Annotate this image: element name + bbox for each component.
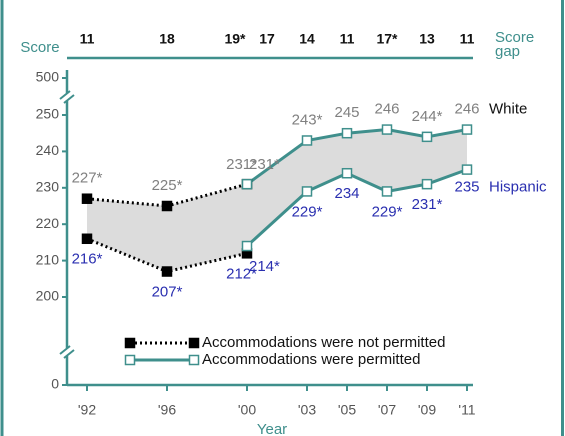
gap-title: Score — [495, 29, 534, 46]
data-label: 212* — [226, 265, 257, 282]
series-name: White — [489, 101, 527, 118]
point — [381, 124, 393, 135]
series-line — [245, 168, 468, 248]
point — [241, 240, 253, 252]
gap-label: 19* — [224, 31, 246, 47]
legend-marker — [124, 354, 136, 366]
point — [341, 127, 353, 139]
gap-label: 14 — [299, 31, 315, 47]
frame-right — [561, 0, 564, 436]
axis-break — [63, 94, 75, 104]
point — [421, 131, 433, 143]
legend-marker — [124, 337, 136, 349]
data-label: 207* — [152, 283, 183, 300]
data-label: 231* — [412, 196, 443, 213]
y-tick-label: 500 — [36, 69, 60, 85]
gap-band — [87, 184, 247, 272]
data-label: 231* — [249, 156, 280, 173]
data-label: 234 — [334, 185, 359, 202]
point — [161, 266, 173, 277]
gap-band — [247, 129, 467, 247]
gap-label: 11 — [460, 31, 475, 47]
y-tick-label: 220 — [36, 215, 60, 231]
point — [301, 186, 313, 197]
gap-label: 11 — [340, 31, 355, 47]
data-label: 245 — [334, 104, 359, 121]
data-label: 246 — [454, 101, 479, 118]
gap-title: gap — [495, 43, 520, 60]
point — [161, 200, 173, 212]
gap-label: 11 — [80, 31, 95, 47]
point — [341, 167, 353, 179]
legend-label: Accommodations were not permitted — [202, 334, 445, 351]
x-axis-label: Year — [257, 421, 287, 436]
point — [81, 193, 93, 204]
x-tick-label: '00 — [238, 402, 256, 418]
data-label: 235 — [454, 179, 479, 196]
data-label: 229* — [292, 203, 323, 220]
point — [461, 164, 473, 175]
series-name: Hispanic — [489, 179, 547, 196]
y-axis-label: Score — [20, 39, 59, 56]
y-tick-label: 240 — [36, 142, 60, 158]
x-tick-label: '05 — [338, 402, 356, 418]
x-tick-label: '92 — [78, 402, 96, 418]
x-tick-label: '07 — [378, 402, 396, 418]
y-tick-label: 230 — [36, 179, 60, 195]
x-tick-label: '11 — [458, 402, 475, 418]
series-line — [246, 128, 468, 186]
legend-marker — [188, 354, 200, 366]
gap-label: 17* — [376, 31, 398, 47]
x-tick-label: '09 — [418, 402, 436, 418]
axis-break — [59, 345, 71, 355]
gap-label: 18 — [159, 31, 175, 47]
data-label: 243* — [292, 111, 323, 128]
legend-label: Accommodations were permitted — [202, 351, 420, 368]
axis-break — [59, 90, 71, 100]
data-label: 229* — [372, 203, 403, 220]
y-tick-label: 210 — [36, 251, 60, 267]
data-label: 231* — [226, 156, 257, 173]
x-tick-label: '96 — [158, 402, 176, 418]
data-label: 225* — [152, 177, 183, 194]
axis-break-gap — [61, 93, 73, 101]
point — [241, 178, 253, 190]
y-tick-label: 250 — [36, 106, 60, 122]
legend-marker — [188, 337, 200, 349]
point — [301, 135, 313, 146]
x-tick-label: '03 — [298, 402, 316, 418]
y-tick-label: 0 — [51, 376, 59, 392]
frame-left — [0, 0, 4, 436]
y-tick-label: 200 — [36, 288, 60, 304]
axis-break — [63, 349, 75, 359]
data-label: 246 — [374, 101, 399, 118]
data-label: 214* — [249, 258, 280, 275]
gap-label: 13 — [419, 31, 435, 47]
point — [421, 178, 433, 190]
data-label: 216* — [72, 251, 103, 268]
data-label: 244* — [412, 108, 443, 125]
point — [381, 186, 393, 197]
point — [81, 233, 93, 245]
axis-break-gap — [61, 348, 73, 356]
point — [461, 124, 473, 135]
data-label: 227* — [72, 170, 103, 187]
gap-label: 17 — [259, 31, 275, 47]
